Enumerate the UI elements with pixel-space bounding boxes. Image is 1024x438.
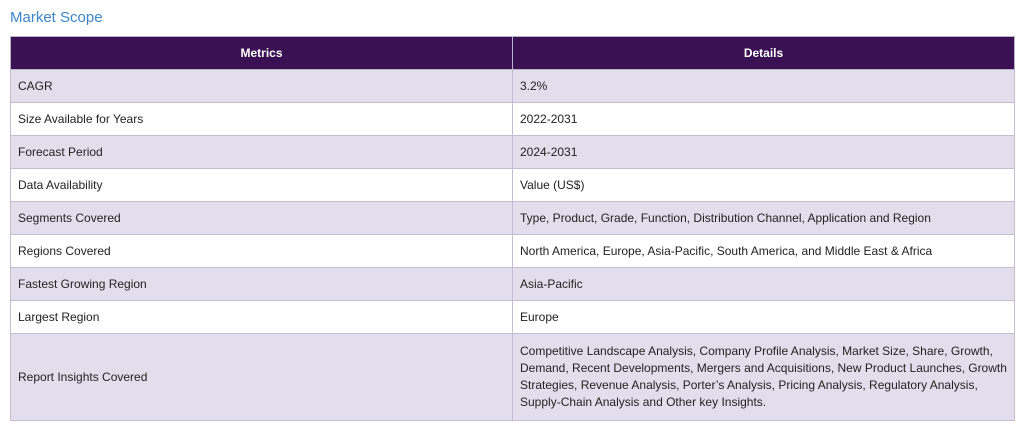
detail-cell: North America, Europe, Asia-Pacific, Sou… [512,234,1015,268]
detail-cell: Europe [512,300,1015,334]
detail-cell: Asia-Pacific [512,267,1015,301]
metric-cell: Forecast Period [10,135,513,169]
detail-cell: 2024-2031 [512,135,1015,169]
market-scope-table: Metrics Details CAGR 3.2% Size Available… [10,36,1015,421]
table-row: Fastest Growing Region Asia-Pacific [10,267,1015,301]
header-metrics: Metrics [10,36,513,70]
table-header-row: Metrics Details [10,36,1015,70]
detail-cell: Type, Product, Grade, Function, Distribu… [512,201,1015,235]
table-row: Size Available for Years 2022-2031 [10,102,1015,136]
table-row: Report Insights Covered Competitive Land… [10,333,1015,421]
table-row: Segments Covered Type, Product, Grade, F… [10,201,1015,235]
table-row: Largest Region Europe [10,300,1015,334]
metric-cell: Regions Covered [10,234,513,268]
metric-cell: Segments Covered [10,201,513,235]
detail-cell: 3.2% [512,69,1015,103]
metric-cell: Fastest Growing Region [10,267,513,301]
table-row: Regions Covered North America, Europe, A… [10,234,1015,268]
detail-cell: Competitive Landscape Analysis, Company … [512,333,1015,421]
header-details: Details [512,36,1015,70]
metric-cell: Report Insights Covered [10,333,513,421]
table-row: CAGR 3.2% [10,69,1015,103]
detail-cell: Value (US$) [512,168,1015,202]
metric-cell: CAGR [10,69,513,103]
table-row: Forecast Period 2024-2031 [10,135,1015,169]
metric-cell: Largest Region [10,300,513,334]
table-row: Data Availability Value (US$) [10,168,1015,202]
section-title: Market Scope [10,9,103,26]
detail-cell: 2022-2031 [512,102,1015,136]
metric-cell: Size Available for Years [10,102,513,136]
metric-cell: Data Availability [10,168,513,202]
